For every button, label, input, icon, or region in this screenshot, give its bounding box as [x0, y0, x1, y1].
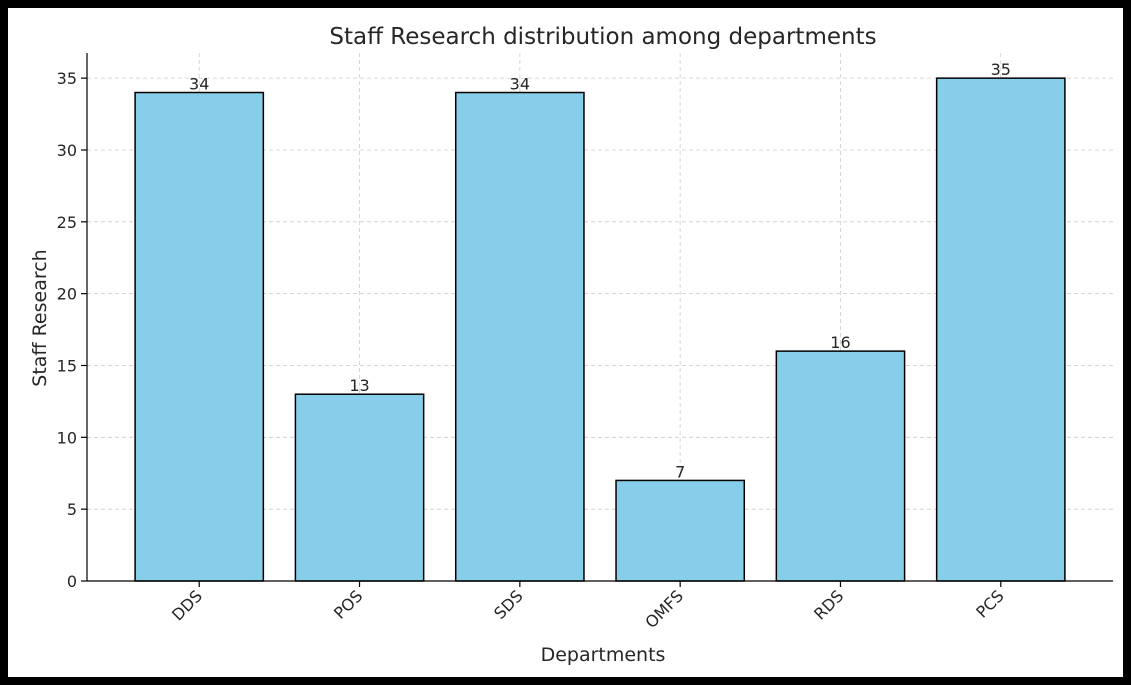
- x-tick-label: OMFS: [641, 586, 687, 632]
- y-ticks: 0 5 10 15 20 25 30 35: [57, 69, 87, 591]
- data-labels: 34 13 34 7 16 35: [189, 60, 1011, 481]
- x-tick-label: RDS: [810, 586, 847, 623]
- x-tick-label: PCS: [972, 586, 1007, 621]
- bar-omfs: [615, 479, 746, 582]
- y-tick-label: 30: [57, 141, 77, 160]
- chart-title: Staff Research distribution among depart…: [329, 24, 876, 50]
- chart-frame: Staff Research distribution among depart…: [8, 8, 1123, 677]
- bars: [134, 77, 1066, 582]
- x-axis-label: Departments: [541, 644, 666, 666]
- bar-pos: [294, 393, 425, 582]
- y-tick-label: 5: [67, 500, 77, 519]
- data-label: 7: [675, 462, 685, 481]
- y-tick-label: 35: [57, 69, 77, 88]
- x-tick-label: DDS: [168, 586, 206, 624]
- y-tick-label: 0: [67, 572, 77, 591]
- y-tick-label: 15: [57, 356, 77, 375]
- y-tick-label: 20: [57, 285, 77, 304]
- bar-chart: Staff Research distribution among depart…: [29, 24, 1113, 666]
- data-label: 34: [189, 75, 209, 94]
- data-label: 35: [991, 60, 1011, 79]
- y-tick-label: 25: [57, 213, 77, 232]
- axes: [86, 53, 1113, 582]
- x-ticks: DDS POS SDS OMFS RDS PCS: [168, 581, 1008, 632]
- data-label: 34: [510, 75, 530, 94]
- x-tick-label: SDS: [490, 586, 527, 623]
- data-label: 16: [830, 333, 850, 352]
- bar-rds: [775, 350, 906, 582]
- bar-pcs: [935, 77, 1066, 582]
- y-tick-label: 10: [57, 428, 77, 447]
- bar-dds: [134, 91, 265, 582]
- bar-sds: [454, 91, 585, 582]
- x-tick-label: POS: [330, 586, 366, 622]
- y-axis-label: Staff Research: [29, 249, 51, 386]
- data-label: 13: [349, 376, 369, 395]
